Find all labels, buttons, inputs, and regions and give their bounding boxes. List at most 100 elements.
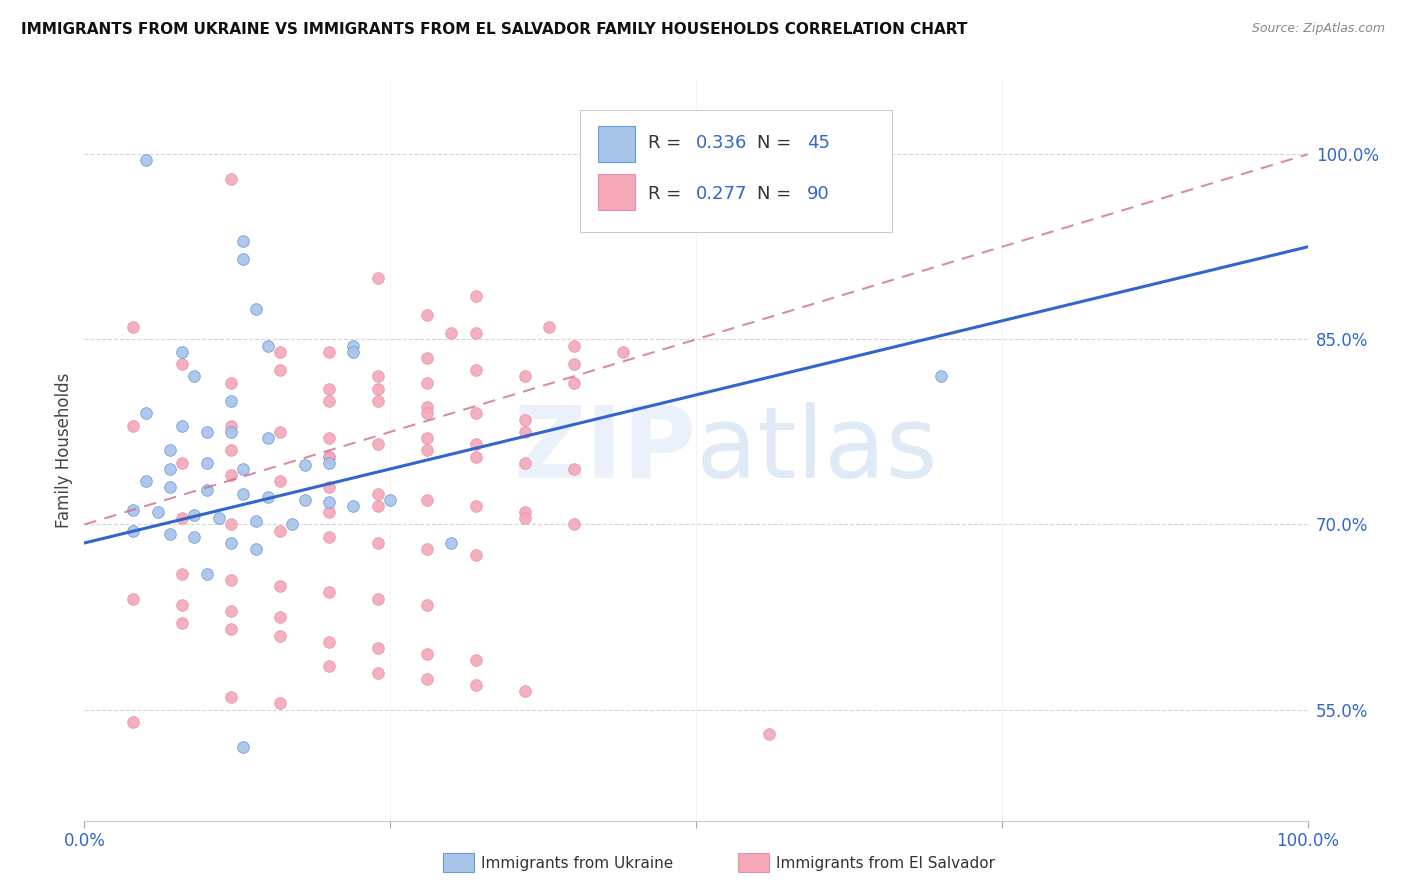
Point: [464, 678, 486, 692]
Bar: [598, 126, 636, 161]
Point: [219, 604, 242, 618]
Point: [318, 659, 340, 673]
Point: [269, 344, 291, 359]
Point: [195, 483, 218, 497]
Point: [440, 326, 463, 341]
Point: [758, 727, 780, 741]
FancyBboxPatch shape: [579, 110, 891, 232]
Point: [318, 394, 340, 409]
Text: R =: R =: [648, 134, 688, 153]
Point: [464, 437, 486, 451]
Text: Source: ZipAtlas.com: Source: ZipAtlas.com: [1251, 22, 1385, 36]
Point: [416, 376, 439, 390]
Point: [416, 492, 439, 507]
Point: [219, 376, 242, 390]
Point: [416, 647, 439, 661]
Point: [232, 739, 254, 754]
Point: [294, 458, 316, 473]
Text: IMMIGRANTS FROM UKRAINE VS IMMIGRANTS FROM EL SALVADOR FAMILY HOUSEHOLDS CORRELA: IMMIGRANTS FROM UKRAINE VS IMMIGRANTS FR…: [21, 22, 967, 37]
Point: [269, 629, 291, 643]
Point: [342, 499, 364, 513]
Point: [513, 456, 536, 470]
Point: [183, 508, 205, 522]
Point: [367, 536, 389, 550]
Point: [318, 431, 340, 445]
Point: [232, 252, 254, 267]
Point: [318, 382, 340, 396]
Point: [367, 591, 389, 606]
Point: [416, 351, 439, 365]
Point: [183, 369, 205, 384]
Bar: [598, 174, 636, 210]
Point: [464, 450, 486, 464]
Point: [269, 425, 291, 439]
Point: [416, 407, 439, 421]
Point: [513, 425, 536, 439]
Point: [122, 320, 145, 334]
Point: [562, 462, 585, 476]
Point: [245, 514, 267, 528]
Point: [232, 234, 254, 248]
Point: [562, 517, 585, 532]
Point: [562, 338, 585, 352]
Point: [416, 542, 439, 557]
Point: [195, 566, 218, 581]
Point: [269, 610, 291, 624]
Point: [159, 462, 181, 476]
Point: [269, 579, 291, 593]
Point: [219, 573, 242, 587]
Text: N =: N =: [758, 185, 797, 202]
Point: [135, 407, 157, 421]
Point: [513, 684, 536, 698]
Point: [318, 344, 340, 359]
Point: [367, 486, 389, 500]
Point: [183, 530, 205, 544]
Point: [367, 640, 389, 655]
Point: [195, 456, 218, 470]
Point: [172, 566, 194, 581]
Point: [318, 530, 340, 544]
Point: [159, 481, 181, 495]
Point: [219, 517, 242, 532]
Point: [440, 536, 463, 550]
Point: [342, 344, 364, 359]
Text: atlas: atlas: [696, 402, 938, 499]
Point: [464, 653, 486, 667]
Point: [562, 376, 585, 390]
Point: [172, 357, 194, 371]
Point: [318, 585, 340, 599]
Point: [464, 549, 486, 563]
Point: [159, 527, 181, 541]
Point: [416, 401, 439, 415]
Point: [929, 369, 952, 384]
Point: [318, 456, 340, 470]
Point: [281, 517, 304, 532]
Point: [416, 672, 439, 686]
Text: 0.277: 0.277: [696, 185, 748, 202]
Text: ZIP: ZIP: [513, 402, 696, 499]
Point: [245, 301, 267, 316]
Point: [367, 270, 389, 285]
Point: [172, 511, 194, 525]
Point: [159, 443, 181, 458]
Point: [219, 172, 242, 186]
Point: [257, 431, 280, 445]
Point: [257, 338, 280, 352]
Point: [172, 456, 194, 470]
Point: [318, 450, 340, 464]
Point: [245, 542, 267, 557]
Point: [219, 690, 242, 705]
Point: [172, 418, 194, 433]
Point: [172, 598, 194, 612]
Text: N =: N =: [758, 134, 797, 153]
Point: [342, 338, 364, 352]
Point: [416, 431, 439, 445]
Point: [367, 437, 389, 451]
Point: [122, 524, 145, 538]
Point: [416, 443, 439, 458]
Point: [318, 481, 340, 495]
Point: [464, 289, 486, 303]
Point: [146, 505, 169, 519]
Text: 45: 45: [807, 134, 831, 153]
Point: [219, 443, 242, 458]
